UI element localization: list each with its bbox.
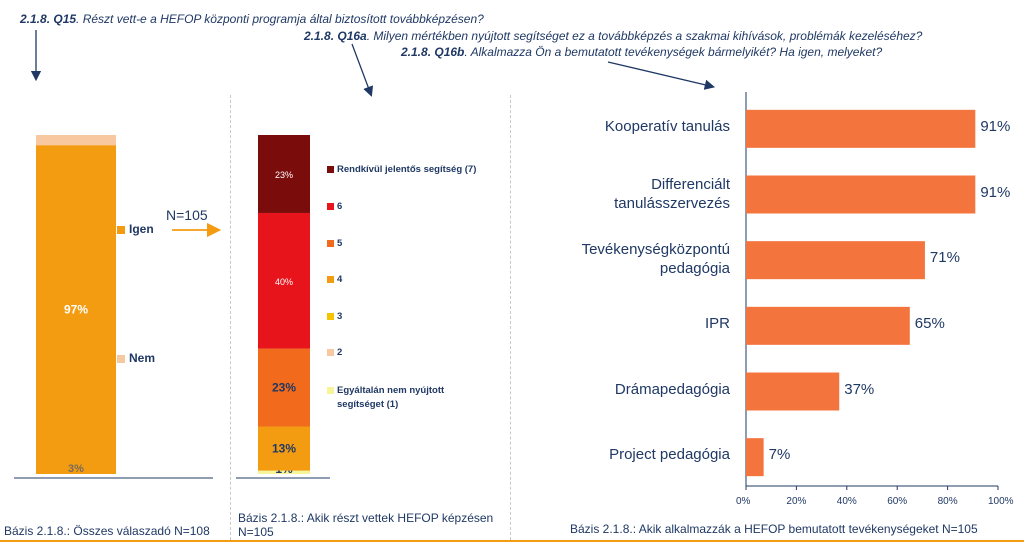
hbar-value-5: 37% [844, 380, 875, 398]
legend-q16a-item-5: 3 [337, 311, 343, 322]
chart-q15: 97% 3% [14, 135, 213, 479]
question-q16b-text: . Alkalmazza Ön a bemutatott tevékenység… [464, 45, 883, 59]
divider-2 [510, 95, 511, 540]
legend-q16a-item-2: 6 [337, 201, 343, 212]
label-nem: 3% [68, 463, 84, 475]
segment-label-4: 13% [272, 442, 296, 456]
hbar-2 [746, 175, 976, 214]
hbar-5 [746, 372, 840, 411]
hbar-category-1: Kooperatív tanulás [604, 117, 730, 135]
hbar-3 [746, 241, 925, 280]
legend-nem-swatch [117, 355, 125, 363]
question-q15: 2.1.8. Q15. Részt vett-e a HEFOP központ… [20, 12, 484, 26]
hbar-category-3: Tevékenységközpontú pedagógia [581, 241, 730, 278]
bottom-accent-line [0, 540, 1024, 542]
question-q15-text: . Részt vett-e a HEFOP központi programj… [76, 12, 484, 26]
x-tick-label-5: 100% [988, 496, 1014, 507]
question-q16a: 2.1.8. Q16a. Milyen mértékben nyújtott s… [304, 29, 922, 43]
legend-q16a-item-7: Egyáltalán nem nyújtott segítséget (1) [337, 385, 445, 410]
segment-5 [258, 348, 310, 427]
legend-q16a-item-4: 4 [337, 274, 343, 285]
legend-q16a-item-3: 5 [337, 238, 343, 249]
legend-q16a-swatch-3 [327, 240, 334, 247]
hbar-category-4: IPR [704, 314, 730, 332]
x-tick-label-3: 60% [887, 496, 908, 507]
legend-q16a-swatch-5 [327, 313, 334, 320]
legend-q16a-swatch-2 [327, 203, 334, 210]
hbar-category-2: Differenciált tanulásszervezés [614, 175, 730, 212]
base-middle: Bázis 2.1.8.: Akik részt vettek HEFOP ké… [238, 511, 494, 539]
divider-1 [230, 95, 231, 540]
legend-nem: Nem [129, 351, 156, 365]
base-right: Bázis 2.1.8.: Akik alkalmazzák a HEFOP b… [570, 522, 978, 536]
legend-igen: Igen [129, 222, 154, 236]
segment-1 [258, 470, 310, 474]
legend-q16a-swatch-4 [327, 276, 334, 283]
hbar-value-4: 65% [914, 314, 945, 332]
segment-7 [258, 135, 310, 213]
x-tick-label-0: 0% [736, 496, 751, 507]
hbar-1 [746, 109, 976, 148]
legend-q16a-swatch-6 [327, 349, 334, 356]
hbar-value-6: 7% [768, 446, 791, 464]
hbar-category-6: Project pedagógia [609, 446, 730, 464]
hbar-value-2: 91% [980, 183, 1011, 201]
question-q16a-text: . Milyen mértékben nyújtott segítséget e… [366, 29, 923, 43]
question-q16b-code: 2.1.8. Q16b [401, 45, 465, 59]
segment-4 [258, 426, 310, 471]
legend-q16a-swatch-7 [327, 387, 334, 394]
base-left: Bázis 2.1.8.: Összes válaszadó N=108 [4, 524, 210, 538]
legend-q16a-swatch-1 [327, 166, 334, 173]
segment-label-7: 23% [275, 170, 293, 180]
hbar-value-1: 91% [980, 117, 1011, 135]
label-igen: 97% [64, 303, 88, 317]
chart-q16a: 1%13%23%40%23% [236, 135, 330, 479]
bar-igen [36, 145, 116, 475]
hbar-value-3: 71% [929, 249, 960, 267]
segment-6 [258, 212, 310, 349]
legend-q16a-item-1: Rendkívül jelentős segítség (7) [337, 164, 477, 175]
hbar-4 [746, 306, 910, 345]
segment-label-6: 40% [275, 277, 293, 287]
legend-igen-swatch [117, 226, 125, 234]
question-q16b: 2.1.8. Q16b. Alkalmazza Ön a bemutatott … [401, 45, 882, 59]
question-q15-code: 2.1.8. Q15 [20, 12, 77, 26]
bar-nem [36, 135, 116, 146]
x-tick-label-2: 40% [836, 496, 857, 507]
n105-label: N=105 [166, 207, 208, 223]
question-q16a-code: 2.1.8. Q16a [304, 29, 367, 43]
segment-label-5: 23% [272, 381, 296, 395]
x-tick-label-1: 20% [786, 496, 807, 507]
x-tick-label-4: 80% [937, 496, 958, 507]
hbar-category-5: Drámapedagógia [614, 380, 730, 398]
hbar-6 [746, 438, 764, 477]
legend-q16a-item-6: 2 [337, 347, 343, 358]
